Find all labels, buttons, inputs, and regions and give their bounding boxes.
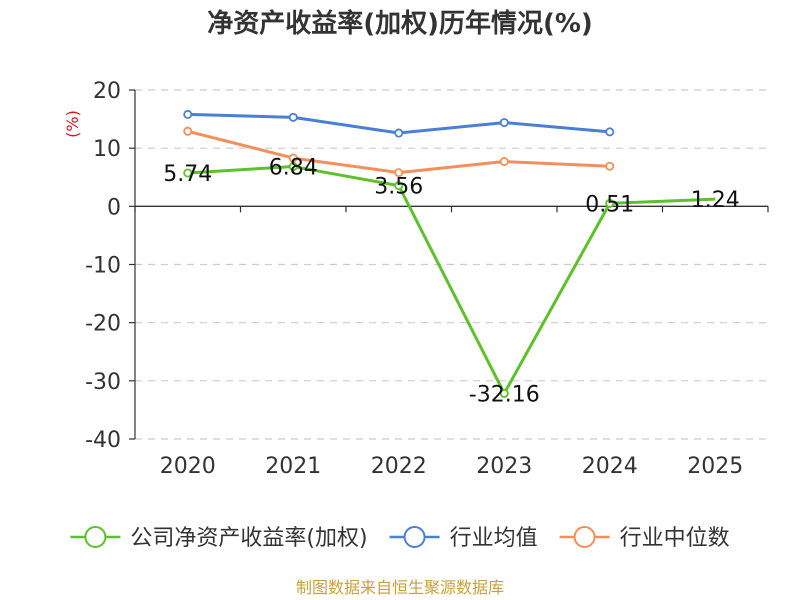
legend-label: 行业均值 — [450, 526, 538, 551]
y-tick-label: 20 — [93, 79, 121, 104]
series-1-point — [288, 112, 298, 122]
series-2-point — [605, 161, 615, 171]
series-1-point — [394, 128, 404, 138]
x-tick-label: 2025 — [687, 454, 743, 479]
data-label: -32.16 — [469, 382, 540, 407]
series-0-point — [288, 162, 298, 172]
y-tick-label: 0 — [107, 195, 121, 220]
series-1-point — [499, 118, 509, 128]
series-1-point — [605, 127, 615, 137]
legend-swatch-marker — [403, 526, 426, 548]
legend-item-1[interactable]: 行业均值 — [389, 526, 538, 551]
series-lines — [187, 112, 716, 395]
x-tick-label: 2022 — [371, 454, 427, 479]
axes: 20 10 0 -10 -20 -30 -40 2020 2021 2022 2023 2024 202… — [85, 79, 769, 479]
data-label: 3.56 — [374, 175, 423, 200]
legend-label: 公司净资产收益率(加权) — [130, 526, 367, 551]
legend-label: 行业中位数 — [620, 526, 730, 551]
y-tick-label: -40 — [85, 428, 121, 453]
x-tick-label: 2021 — [265, 454, 321, 479]
legend-item-0[interactable]: 公司净资产收益率(加权) — [70, 526, 368, 551]
series-1-point — [183, 109, 193, 119]
series-2-point — [183, 126, 193, 136]
legend-swatch-marker — [573, 526, 596, 548]
data-label: 5.74 — [163, 162, 212, 187]
x-tick-label: 2023 — [476, 454, 532, 479]
data-labels: 5.74 6.84 3.56 -32.16 0.51 1.24 — [163, 156, 739, 408]
series-0-point — [394, 181, 404, 191]
grid-lines — [135, 89, 768, 440]
y-tick-label: -10 — [85, 254, 121, 279]
series-0-point — [605, 198, 615, 208]
source-note: 制图数据来自恒生聚源数据库 — [296, 578, 504, 597]
series-line-0 — [187, 165, 716, 395]
series-2-point — [288, 153, 298, 163]
data-label: 1.24 — [691, 188, 740, 213]
y-tick-label: 10 — [93, 137, 121, 162]
y-axis-unit-label: (%) — [63, 110, 82, 138]
series-markers — [183, 109, 615, 398]
x-tick-label: 2024 — [582, 454, 638, 479]
y-tick-label: -30 — [85, 370, 121, 395]
data-label: 6.84 — [269, 156, 318, 181]
series-2-point — [499, 157, 509, 167]
data-label: 0.51 — [585, 192, 634, 217]
series-0-point — [499, 388, 509, 398]
legend-swatch-marker — [84, 526, 107, 548]
series-0-point — [183, 168, 193, 178]
legend-item-2[interactable]: 行业中位数 — [559, 526, 730, 551]
series-2-point — [394, 168, 404, 178]
chart-title: 净资产收益率(加权)历年情况(%) — [207, 8, 593, 39]
x-tick-label: 2020 — [160, 454, 216, 479]
y-tick-label: -20 — [85, 312, 121, 337]
legend[interactable]: 公司净资产收益率(加权) 行业均值 行业中位数 — [70, 526, 730, 551]
